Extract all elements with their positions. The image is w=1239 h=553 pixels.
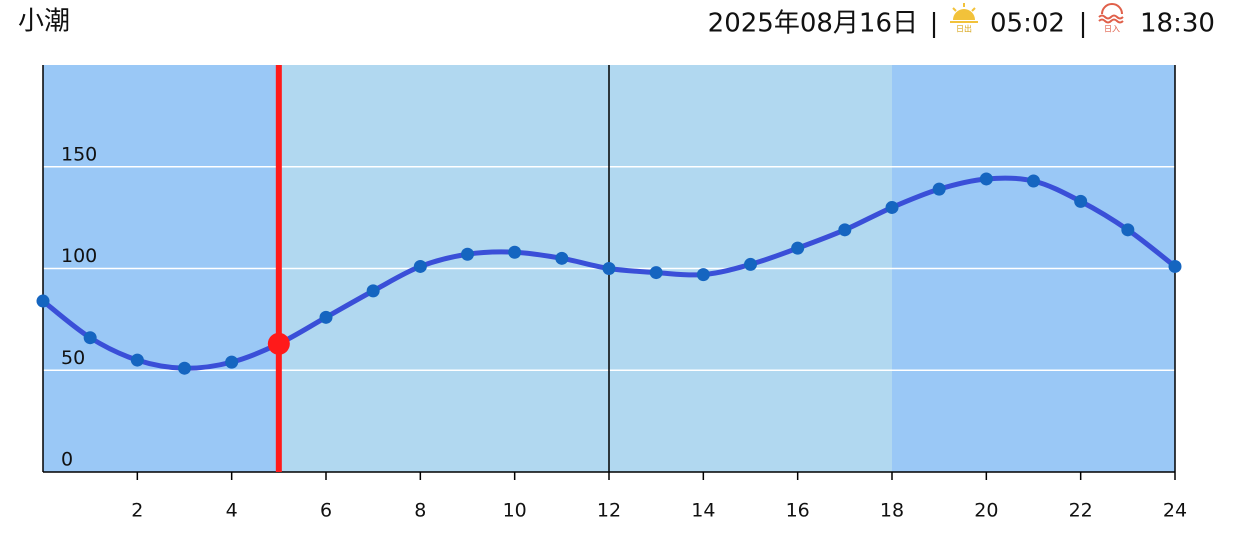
y-tick-label: 150 <box>61 143 97 165</box>
separator: | <box>930 9 939 39</box>
tide-point <box>744 257 757 271</box>
tide-point <box>508 245 522 259</box>
tide-point <box>1074 194 1088 208</box>
tide-point <box>366 284 380 298</box>
x-tick-label: 24 <box>1163 500 1187 522</box>
tide-point <box>36 294 50 308</box>
x-tick-label: 22 <box>1069 500 1093 522</box>
sunset-icon: 日入 <box>1098 3 1124 34</box>
x-tick-label: 14 <box>691 500 715 522</box>
tide-point <box>696 268 710 282</box>
x-tick-label: 12 <box>597 500 621 522</box>
x-tick-label: 2 <box>131 500 143 522</box>
tide-point <box>1168 259 1182 273</box>
y-tick-label: 0 <box>61 449 73 471</box>
tide-point <box>791 241 805 255</box>
tide-point <box>461 247 474 261</box>
tide-point <box>602 262 616 275</box>
tide-point <box>932 182 946 196</box>
y-tick-label: 50 <box>61 347 85 369</box>
x-tick-label: 6 <box>320 500 332 522</box>
sunrise-icon: 日出 <box>950 3 978 34</box>
tide-point <box>979 172 993 186</box>
x-tick-label: 10 <box>503 500 527 522</box>
tide-point <box>555 251 569 265</box>
date: 2025年08月16日 <box>708 9 918 39</box>
sunrise-time: 05:02 <box>990 9 1065 39</box>
tide-point <box>319 310 333 324</box>
sunset-time: 18:30 <box>1140 9 1215 39</box>
tide-point <box>83 331 97 345</box>
tide-point <box>225 355 239 369</box>
tide-point <box>178 361 191 375</box>
tide-point <box>838 223 852 237</box>
sunset-icon-label: 日入 <box>1104 25 1120 34</box>
x-tick-label: 18 <box>880 500 904 522</box>
x-tick-label: 4 <box>226 500 238 522</box>
tide-point <box>130 353 144 367</box>
tide-point <box>1027 174 1040 188</box>
tide-point <box>649 266 663 280</box>
tide-point <box>413 259 427 273</box>
x-tick-label: 8 <box>414 500 426 522</box>
sunrise-icon-label: 日出 <box>956 24 972 34</box>
tide-point <box>885 200 899 214</box>
current-point <box>267 332 290 355</box>
x-tick-label: 16 <box>786 500 810 522</box>
tide-point <box>1121 223 1135 237</box>
separator: | <box>1079 9 1088 39</box>
y-tick-label: 100 <box>61 245 97 267</box>
x-tick-label: 20 <box>974 500 998 522</box>
tide-name: 小潮 <box>18 7 70 37</box>
